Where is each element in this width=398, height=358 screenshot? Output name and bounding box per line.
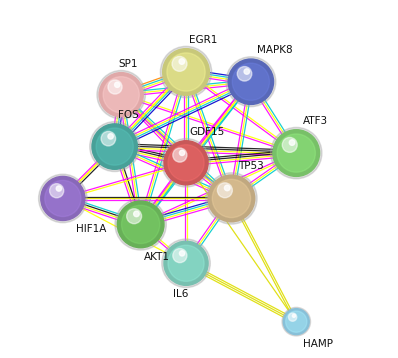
Circle shape (282, 308, 310, 336)
Circle shape (108, 134, 113, 139)
Text: GDF15: GDF15 (189, 127, 224, 137)
Circle shape (162, 139, 210, 187)
Text: HAMP: HAMP (303, 339, 333, 348)
Circle shape (164, 141, 208, 185)
Circle shape (56, 186, 62, 191)
Circle shape (179, 251, 185, 256)
Circle shape (273, 130, 320, 176)
Circle shape (108, 80, 122, 94)
Circle shape (179, 150, 185, 155)
Circle shape (103, 77, 139, 113)
Circle shape (160, 46, 212, 98)
Circle shape (289, 140, 295, 145)
Circle shape (244, 69, 250, 74)
Circle shape (282, 137, 297, 153)
Circle shape (168, 145, 204, 181)
Circle shape (206, 173, 257, 224)
Circle shape (172, 56, 187, 71)
Text: IL6: IL6 (173, 289, 188, 299)
Text: ATF3: ATF3 (303, 116, 328, 126)
Circle shape (163, 49, 209, 95)
Text: HIF1A: HIF1A (76, 224, 106, 234)
Circle shape (286, 311, 307, 332)
Text: AKT1: AKT1 (144, 252, 170, 262)
Circle shape (50, 184, 64, 198)
Circle shape (167, 53, 205, 91)
Circle shape (162, 239, 210, 287)
Text: SP1: SP1 (118, 59, 137, 69)
Circle shape (173, 148, 187, 162)
Text: EGR1: EGR1 (189, 35, 218, 45)
Circle shape (96, 128, 133, 165)
Circle shape (115, 82, 120, 87)
Circle shape (134, 211, 139, 217)
Circle shape (226, 57, 276, 107)
Circle shape (228, 59, 273, 105)
Circle shape (277, 134, 315, 172)
Circle shape (232, 63, 269, 100)
Circle shape (99, 73, 143, 117)
Circle shape (293, 314, 295, 317)
Circle shape (92, 124, 137, 169)
Circle shape (179, 59, 185, 64)
Circle shape (289, 313, 297, 321)
Circle shape (90, 122, 140, 171)
Circle shape (217, 183, 232, 198)
Circle shape (101, 131, 115, 146)
Circle shape (45, 180, 81, 217)
Circle shape (121, 205, 160, 243)
Circle shape (224, 185, 230, 191)
Circle shape (208, 175, 255, 222)
Circle shape (39, 174, 87, 223)
Circle shape (212, 179, 251, 218)
Text: TP53: TP53 (238, 161, 263, 171)
Circle shape (168, 245, 204, 281)
Text: FOS: FOS (118, 110, 139, 120)
Text: MAPK8: MAPK8 (258, 45, 293, 55)
Circle shape (117, 201, 164, 248)
Circle shape (115, 199, 166, 250)
Circle shape (164, 241, 208, 285)
Circle shape (283, 309, 309, 335)
Circle shape (173, 248, 187, 263)
Circle shape (271, 127, 322, 179)
Circle shape (127, 209, 142, 224)
Circle shape (237, 67, 252, 81)
Circle shape (97, 71, 145, 119)
Circle shape (41, 176, 85, 221)
